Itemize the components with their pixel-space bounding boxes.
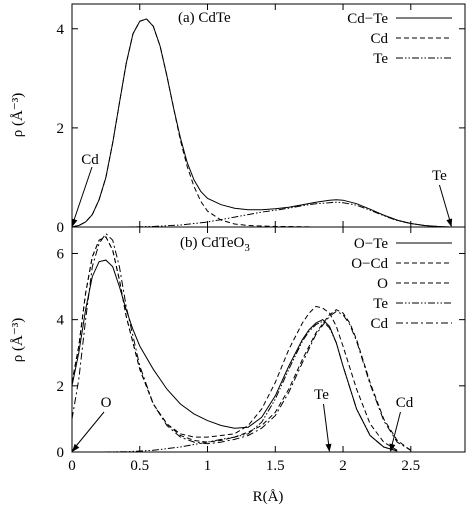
- x-ticks: 0 0.5 1 1.5 2 2.5: [68, 4, 420, 474]
- series-line-b-0: [71, 259, 398, 452]
- x-tick-label: 2: [339, 458, 347, 474]
- y-tick-label: 6: [57, 246, 65, 262]
- panel-a-cdte: (a) CdTe ρ (Å⁻³) 0 2 4 Cd−Te Cd Te Cd Te: [10, 3, 466, 236]
- y-tick-label: 4: [57, 313, 65, 329]
- series-line-a-0: [71, 18, 452, 228]
- series-group-b: [71, 232, 412, 453]
- annotation-arrow: [322, 403, 330, 452]
- x-tick-label: 2.5: [401, 458, 420, 474]
- annotation-label: O: [101, 395, 112, 411]
- legend-b: O−Te O−Cd O Te Cd: [351, 236, 452, 332]
- legend-label: O−Te: [354, 236, 388, 252]
- annotation-arrowhead: [71, 218, 78, 227]
- y-ticks-a: 0 2 4: [57, 22, 465, 236]
- x-tick-label: 0: [68, 458, 76, 474]
- panel-b-label-main: (b) CdTeO: [180, 235, 245, 251]
- series-line-b-1: [71, 236, 398, 451]
- plot-frame-b: [71, 226, 466, 453]
- annotation-label: Te: [432, 168, 447, 184]
- panel-b-label-sub: 3: [244, 242, 250, 254]
- plot-frame-a: [71, 3, 466, 228]
- annotation-label: Te: [314, 387, 329, 403]
- series-line-b-3: [72, 320, 398, 453]
- annotation-arrowhead: [389, 443, 396, 452]
- annotations-a: Cd Te: [71, 152, 453, 227]
- annotations-b: O Te Cd: [71, 387, 414, 452]
- x-tick-label: 0.5: [130, 458, 149, 474]
- y-axis-label-b: ρ (Å⁻³): [10, 318, 26, 362]
- y-tick-label: 0: [57, 220, 65, 236]
- y-tick-label: 2: [57, 379, 65, 395]
- annotation-arrowhead: [325, 443, 332, 452]
- series-group-a: [71, 18, 452, 228]
- series-line-b-4: [71, 232, 412, 451]
- y-tick-label: 0: [57, 445, 65, 461]
- annotation-label: Cd: [81, 152, 99, 168]
- y-axis-label-a: ρ (Å⁻³): [10, 93, 26, 137]
- legend-label: Te: [373, 296, 388, 312]
- y-tick-label: 4: [57, 22, 65, 38]
- annotation-arrow: [71, 411, 105, 452]
- legend-label: Cd−Te: [347, 11, 388, 27]
- panel-b-cdteo3: (b) CdTeO3 ρ (Å⁻³) R(Å) 0 2 4 6 0 0.5 1 1.5 2 2.…: [10, 4, 466, 505]
- legend-label: Cd: [370, 316, 388, 332]
- y-tick-label: 2: [57, 121, 65, 137]
- x-axis-label: R(Å): [253, 489, 284, 505]
- legend-label: Te: [373, 51, 388, 67]
- legend-a: Cd−Te Cd Te: [347, 11, 452, 67]
- annotation-arrowhead: [446, 218, 453, 227]
- series-line-a-1: [71, 18, 452, 228]
- legend-label: O: [377, 276, 388, 292]
- panel-a-label: (a) CdTe: [178, 10, 231, 26]
- series-line-a-2: [72, 201, 452, 228]
- annotation-label: Cd: [396, 395, 414, 411]
- legend-label: O−Cd: [351, 256, 388, 272]
- legend-label: Cd: [370, 31, 388, 47]
- annotation-arrowhead: [72, 443, 80, 452]
- annotation-arrow: [438, 184, 452, 227]
- annotation-arrow: [71, 166, 93, 227]
- x-tick-label: 1: [204, 458, 212, 474]
- panel-b-label: (b) CdTeO3: [180, 235, 250, 254]
- x-tick-label: 1.5: [266, 458, 285, 474]
